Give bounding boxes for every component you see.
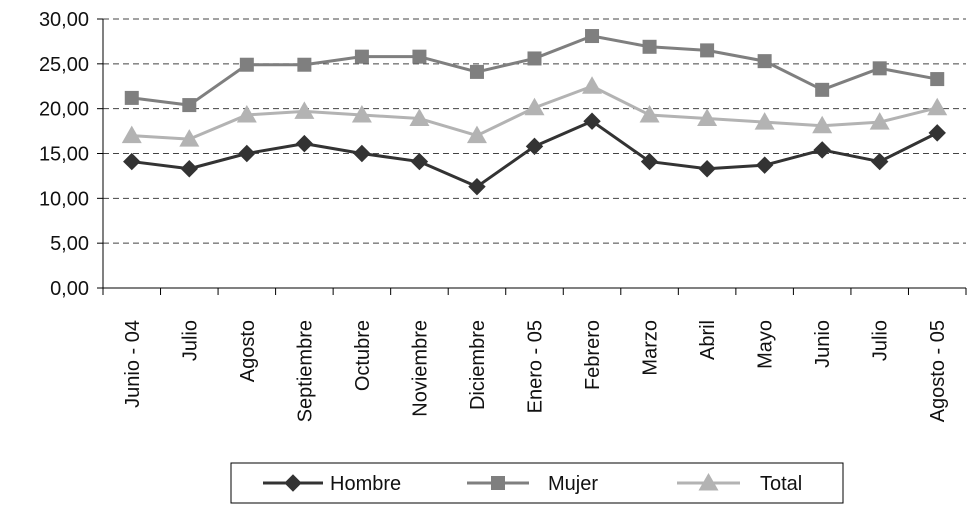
data-point xyxy=(585,29,600,44)
data-point xyxy=(927,97,948,116)
data-point xyxy=(238,144,256,163)
data-point xyxy=(524,97,545,116)
y-tick-label: 20,00 xyxy=(39,99,89,121)
legend-item-mujer: Mujer xyxy=(467,473,598,495)
data-point xyxy=(297,57,312,72)
x-tick-label: Agosto - 05 xyxy=(927,320,949,422)
data-point xyxy=(582,76,603,94)
y-tick-label: 10,00 xyxy=(39,188,89,210)
data-point xyxy=(527,51,542,66)
y-tick-label: 15,00 xyxy=(39,144,89,166)
data-point xyxy=(179,129,200,147)
data-point xyxy=(754,112,775,130)
data-point xyxy=(239,57,254,72)
data-point xyxy=(869,112,890,130)
data-point xyxy=(872,61,887,76)
data-point xyxy=(412,49,427,64)
data-point xyxy=(410,152,429,171)
x-tick-label: Agosto xyxy=(237,320,259,382)
data-point xyxy=(353,144,371,163)
y-tick-label: 0,00 xyxy=(50,278,89,300)
axes xyxy=(97,18,967,295)
data-point xyxy=(813,141,831,159)
data-point xyxy=(700,43,715,58)
legend-marker xyxy=(491,476,505,490)
data-point xyxy=(755,156,774,174)
series-lines xyxy=(121,29,948,196)
data-point xyxy=(124,90,139,105)
data-point xyxy=(294,101,315,119)
legend-label: Mujer xyxy=(548,473,598,495)
data-point xyxy=(123,152,141,171)
data-point xyxy=(815,82,830,97)
x-tick-label: Diciembre xyxy=(467,320,489,410)
legend-item-hombre: Hombre xyxy=(263,473,401,495)
y-tick-label: 5,00 xyxy=(50,233,89,255)
data-point xyxy=(236,104,257,123)
x-tick-label: Febrero xyxy=(582,320,604,390)
data-point xyxy=(354,49,369,64)
data-point xyxy=(409,108,430,127)
x-tick-label: Mayo xyxy=(755,320,777,369)
data-point xyxy=(757,54,772,69)
legend: Hombre Mujer Total xyxy=(230,462,844,504)
data-point xyxy=(121,125,142,144)
legend-marker xyxy=(284,474,302,492)
y-tick-label: 25,00 xyxy=(39,54,89,76)
x-tick-label: Julio xyxy=(870,320,892,361)
x-tick-label: Junio - 04 xyxy=(122,320,144,408)
data-point xyxy=(812,115,833,134)
series-total xyxy=(121,76,948,147)
series-mujer xyxy=(124,29,945,113)
data-point xyxy=(351,104,372,123)
legend-marker xyxy=(698,473,719,491)
x-tick-label: Julio xyxy=(179,320,201,361)
data-point xyxy=(698,160,716,178)
x-tick-label: Junio xyxy=(812,320,834,368)
series-hombre xyxy=(123,112,946,196)
data-point xyxy=(928,124,946,142)
x-tick-label: Enero - 05 xyxy=(525,320,547,413)
data-point xyxy=(870,152,889,171)
data-point xyxy=(295,134,314,153)
data-point xyxy=(642,39,657,54)
legend-box xyxy=(230,462,844,504)
data-point xyxy=(469,64,484,79)
data-point xyxy=(640,152,659,171)
data-point xyxy=(697,108,718,127)
x-tick-label: Septiembre xyxy=(294,320,316,422)
x-tick-labels: Junio - 04 Julio Agosto Septiembre Octubre No… xyxy=(122,320,949,422)
data-point xyxy=(930,72,945,87)
data-point xyxy=(639,104,660,123)
x-tick-label: Noviembre xyxy=(409,320,431,417)
x-tick-label: Abril xyxy=(697,320,719,360)
data-point xyxy=(180,160,199,178)
x-tick-label: Octubre xyxy=(352,320,374,391)
legend-label: Total xyxy=(760,473,802,495)
data-point xyxy=(525,137,544,156)
legend-label: Hombre xyxy=(330,473,401,495)
y-tick-labels: 0,00 5,00 10,00 15,00 20,00 25,00 30,00 xyxy=(39,9,89,300)
y-tick-label: 30,00 xyxy=(39,9,89,31)
data-point xyxy=(583,112,601,130)
data-point xyxy=(468,177,486,196)
data-point xyxy=(466,125,487,144)
data-point xyxy=(182,98,197,113)
legend-item-total: Total xyxy=(677,473,802,495)
x-tick-label: Marzo xyxy=(640,320,662,376)
